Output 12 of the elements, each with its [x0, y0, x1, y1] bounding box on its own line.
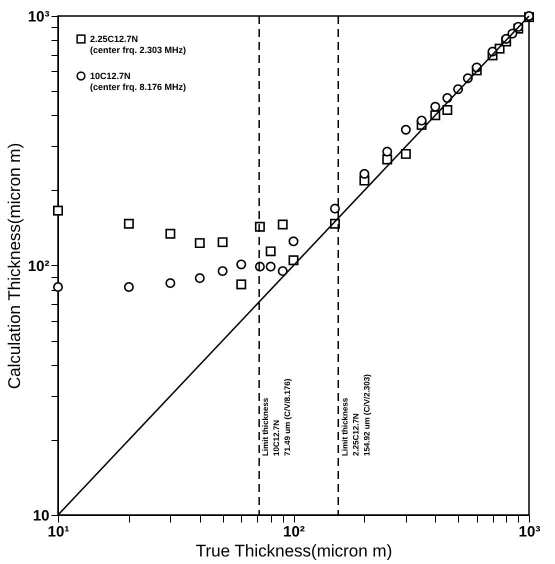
- x-tick-label: 10²: [283, 524, 305, 540]
- y-axis-title: Calculation Thickness(micron m): [4, 142, 24, 390]
- x-axis-title: True Thickness(micron m): [196, 542, 392, 560]
- x-tick-label: 10¹: [48, 524, 70, 540]
- ref-line-label: Limit thickness 2.25C12.7N 154.92 um (C/V/2.303): [340, 374, 372, 456]
- legend-label: 10C12.7N (center frq. 8.176 MHz): [90, 71, 186, 92]
- legend-label: 2.25C12.7N (center frq. 2.303 MHz): [90, 34, 186, 55]
- ref-line-label: Limit thickness 10C12.7N 71.49 um (C/V/8.176): [261, 378, 292, 456]
- y-tick-label: 10: [32, 508, 50, 524]
- y-tick-label: 10³: [28, 8, 50, 26]
- x-tick-label: 10³: [518, 524, 540, 540]
- y-tick-label: 10²: [28, 258, 50, 275]
